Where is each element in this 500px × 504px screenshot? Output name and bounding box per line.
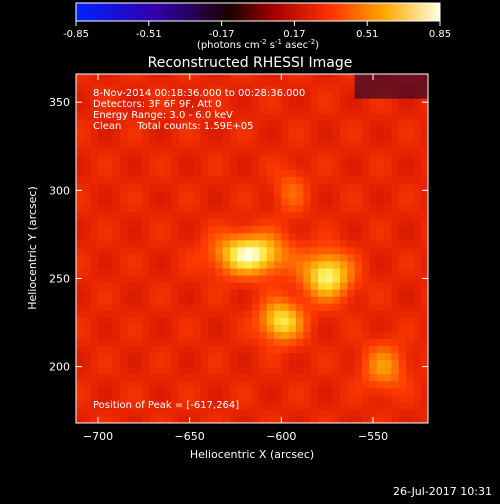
x-tick-label: −600 (266, 430, 296, 443)
x-tick-label: −650 (175, 430, 205, 443)
y-tick-label: 250 (49, 272, 70, 285)
colorbar-tick-label: -0.85 (63, 29, 89, 40)
chart-title: Reconstructed RHESSI Image (148, 55, 353, 71)
annotation-detectors: Detectors: 3F 6F 9F, Att 0 (93, 99, 221, 110)
annotation-time-range: 8-Nov-2014 00:18:36.000 to 00:28:36.000 (93, 88, 305, 99)
colorbar-gradient (76, 3, 440, 21)
y-tick-label: 300 (49, 184, 70, 197)
footer-timestamp: 26-Jul-2017 10:31 (393, 485, 492, 498)
y-tick-label: 350 (49, 96, 70, 109)
colorbar-tick-label: 0.17 (283, 29, 305, 40)
x-tick-label: −700 (83, 430, 113, 443)
colorbar-ticks: -0.85 -0.51 -0.17 0.17 0.51 0.85 (63, 21, 451, 40)
x-axis-title: Heliocentric X (arcsec) (190, 448, 314, 461)
colorbar: -0.85 -0.51 -0.17 0.17 0.51 0.85 (photons cm-… (63, 3, 451, 51)
annotation-energy-range: Energy Range: 3.0 - 6.0 keV (93, 110, 233, 121)
annotation-peak-position: Position of Peak = [-617,264] (93, 400, 239, 411)
y-axis-title: Heliocentric Y (arcsec) (26, 186, 39, 310)
colorbar-tick-label: -0.17 (209, 29, 235, 40)
colorbar-tick-label: 0.51 (356, 29, 378, 40)
x-tick-label: −550 (358, 430, 388, 443)
y-tick-label: 200 (49, 361, 70, 374)
colorbar-tick-label: 0.85 (429, 29, 451, 40)
colorbar-tick-label: -0.51 (136, 29, 162, 40)
colorbar-unit-label: (photons cm-2 s-1 asec-2) (197, 38, 319, 51)
annotation-clean-counts: Clean Total counts: 1.59E+05 (93, 121, 253, 132)
